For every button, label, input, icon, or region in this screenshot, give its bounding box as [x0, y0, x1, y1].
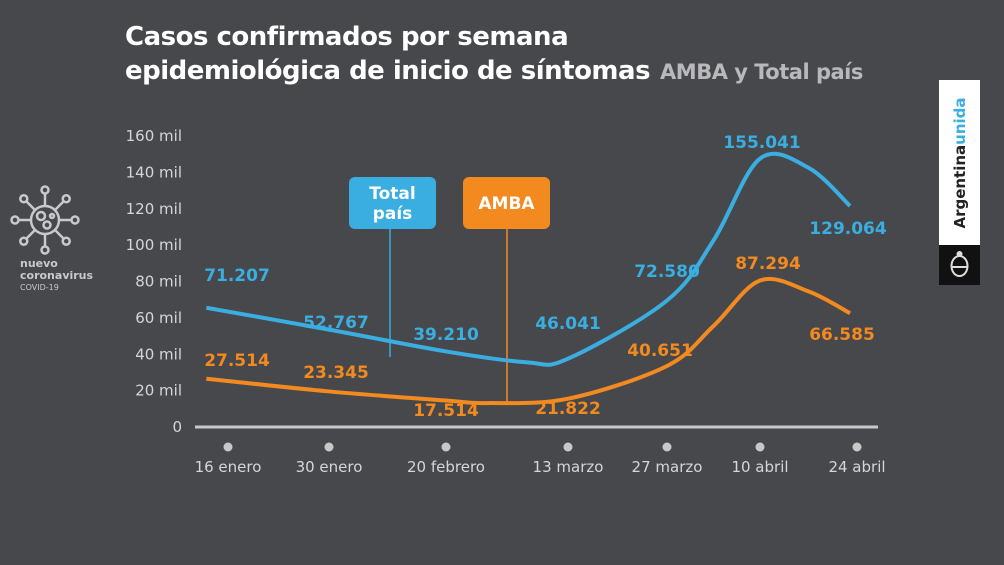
data-label: 21.822 [535, 399, 601, 419]
y-tick-label: 0 [172, 418, 182, 436]
x-tick-dot [755, 442, 765, 452]
title-line-1: Casos confirmados por semana [125, 22, 569, 52]
badge-line-2: coronavirus [20, 269, 94, 282]
data-label: 27.514 [204, 351, 270, 371]
y-tick-label: 100 mil [126, 236, 182, 254]
chart-title: Casos confirmados por semana epidemiológ… [125, 20, 863, 89]
data-label: 23.345 [303, 363, 369, 383]
legend-label: Total [369, 184, 415, 204]
y-tick-label: 120 mil [126, 200, 182, 218]
legend-label: AMBA [478, 194, 535, 214]
data-label: 40.651 [627, 341, 693, 361]
y-tick-label: 80 mil [135, 273, 182, 291]
x-tick-label: 16 enero [195, 458, 262, 476]
legend-box [349, 177, 436, 229]
data-label: 155.041 [723, 133, 800, 153]
legend-box [463, 177, 550, 229]
x-tick-label: 27 marzo [632, 458, 703, 476]
data-label: 72.580 [634, 262, 700, 282]
legend-label: país [373, 204, 413, 224]
data-label: 87.294 [735, 254, 801, 274]
y-tick-label: 60 mil [135, 309, 182, 327]
x-tick-dot [324, 442, 334, 452]
y-tick-label: 20 mil [135, 382, 182, 400]
data-label: 52.767 [303, 313, 369, 333]
data-label: 46.041 [535, 314, 601, 334]
coat-of-arms-icon [939, 245, 980, 285]
data-label: 71.207 [204, 266, 270, 286]
y-tick-label: 160 mil [126, 127, 182, 145]
title-line-2: epidemiológica de inicio de síntomas [125, 56, 651, 86]
virus-icon [10, 185, 80, 255]
x-tick-label: 10 abril [731, 458, 788, 476]
y-tick-label: 140 mil [126, 163, 182, 181]
data-label: 66.585 [809, 325, 875, 345]
data-label: 17.514 [413, 401, 479, 421]
x-tick-label: 20 febrero [407, 458, 485, 476]
y-tick-label: 40 mil [135, 345, 182, 363]
covid-badge: nuevo coronavirus COVID-19 [20, 258, 93, 294]
chart-subtitle: AMBA y Total país [660, 60, 863, 84]
data-label: 39.210 [413, 325, 479, 345]
data-label: 129.064 [809, 219, 887, 239]
x-tick-label: 13 marzo [533, 458, 604, 476]
total-pais-line [206, 151, 852, 367]
x-tick-dot [662, 442, 672, 452]
x-tick-label: 30 enero [296, 458, 363, 476]
x-tick-dot [852, 442, 862, 452]
x-tick-dot [563, 442, 573, 452]
x-tick-dot [441, 442, 451, 452]
badge-line-3: COVID-19 [20, 283, 59, 292]
argentina-unida-logo: Argentinaunida [939, 80, 980, 245]
x-tick-label: 24 abril [828, 458, 885, 476]
x-tick-dot [223, 442, 233, 452]
badge-line-1: nuevo [20, 257, 58, 270]
amba-line [206, 277, 852, 406]
